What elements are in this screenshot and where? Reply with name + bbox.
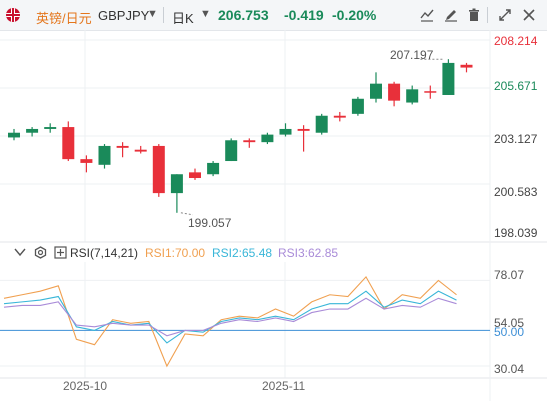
rsi3-value: RSI3:62.85 bbox=[278, 246, 339, 260]
rsi-settings-icon[interactable] bbox=[34, 246, 47, 262]
top-toolbar: 英镑/日元 GBPJPY ▼ 日K ▼ 206.753 -0.419 -0.20… bbox=[0, 0, 547, 31]
price-change: -0.419 bbox=[284, 7, 324, 23]
last-price: 206.753 bbox=[218, 7, 269, 23]
candle-body bbox=[152, 145, 165, 194]
candle-body bbox=[116, 145, 129, 148]
line-chart-icon[interactable] bbox=[418, 6, 436, 24]
price-change-pct: -0.20% bbox=[332, 7, 377, 23]
rsi2-line bbox=[3, 290, 457, 344]
candle-body bbox=[26, 128, 39, 133]
current-price-label: 205.671 bbox=[494, 79, 538, 93]
rsi2-value: RSI2:65.48 bbox=[212, 246, 273, 260]
rsi1-value: RSI1:70.00 bbox=[145, 246, 206, 260]
symbol-name[interactable]: 英镑/日元 bbox=[36, 11, 92, 26]
rsi3-line bbox=[3, 297, 457, 337]
candle-body bbox=[98, 145, 111, 165]
rsi-axis-label: 50.00 bbox=[494, 325, 525, 339]
candle-body bbox=[388, 83, 401, 101]
price-axis-label: 203.127 bbox=[494, 132, 538, 146]
rsi-indicator-icon[interactable] bbox=[54, 246, 67, 262]
candle-body bbox=[80, 159, 93, 163]
rsi-title: RSI(7,14,21) bbox=[70, 246, 139, 260]
rsi-axis-label: 30.04 bbox=[494, 362, 525, 376]
candle-body bbox=[333, 115, 346, 118]
rsi-axis-label: 54.05 bbox=[494, 316, 525, 330]
uk-flag-icon bbox=[6, 8, 20, 22]
candle-body bbox=[370, 83, 382, 99]
rsi-collapse-icon[interactable] bbox=[14, 246, 26, 262]
candle-body bbox=[207, 162, 220, 175]
candle-body bbox=[62, 127, 75, 160]
low-leader bbox=[180, 212, 193, 216]
candle-body bbox=[243, 140, 256, 143]
candle-body bbox=[8, 132, 20, 138]
candle-body bbox=[134, 149, 147, 152]
price-axis-label: 200.583 bbox=[494, 185, 538, 199]
rsi-axis-label: 78.07 bbox=[494, 268, 525, 282]
candle-body bbox=[189, 172, 201, 179]
candle-body bbox=[351, 98, 364, 114]
date-label: 2025-11 bbox=[262, 379, 306, 393]
delete-icon[interactable] bbox=[465, 6, 483, 24]
candle-body bbox=[460, 64, 473, 68]
period-selector[interactable]: 日K bbox=[172, 11, 194, 26]
price-axis-label: 208.214 bbox=[494, 34, 538, 48]
draw-pencil-icon[interactable] bbox=[442, 6, 460, 24]
divider bbox=[163, 7, 164, 23]
candle-body bbox=[442, 62, 455, 95]
candle-body bbox=[44, 127, 57, 129]
candle-body bbox=[170, 174, 183, 194]
candle-body bbox=[261, 134, 274, 143]
high-annotation: 207.197 bbox=[390, 48, 434, 62]
candle-body bbox=[406, 89, 419, 103]
candle-body bbox=[297, 128, 310, 131]
date-label: 2025-10 bbox=[63, 379, 108, 393]
candle-body bbox=[315, 115, 328, 133]
close-icon[interactable] bbox=[520, 6, 538, 24]
current-price-tag: 205.671 bbox=[491, 78, 547, 94]
divider bbox=[487, 7, 488, 23]
candle-body bbox=[225, 140, 238, 162]
price-axis-label: 198.039 bbox=[494, 226, 538, 240]
period-dropdown-icon[interactable]: ▼ bbox=[200, 8, 211, 20]
expand-icon[interactable] bbox=[496, 6, 514, 24]
low-annotation: 199.057 bbox=[188, 216, 232, 230]
symbol-dropdown-icon[interactable]: ▼ bbox=[147, 8, 158, 20]
rsi1-line bbox=[3, 275, 457, 368]
candle-body bbox=[279, 128, 292, 135]
symbol-code[interactable]: GBPJPY bbox=[98, 8, 150, 23]
candle-body bbox=[424, 91, 437, 93]
